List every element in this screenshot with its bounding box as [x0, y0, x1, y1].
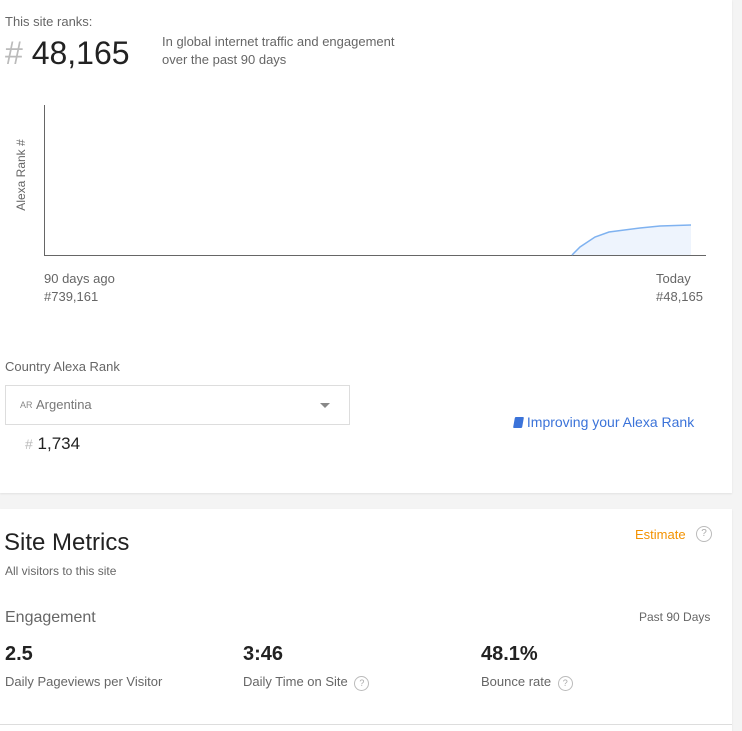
rank-chart — [44, 105, 706, 256]
site-metrics-title: Site Metrics — [4, 529, 130, 556]
rank-line — [571, 224, 692, 256]
hash-symbol: # — [25, 436, 33, 452]
country-rank-label: Country Alexa Rank — [5, 359, 120, 374]
period-label: Past 90 Days — [639, 610, 711, 624]
country-code: AR — [20, 400, 33, 410]
chevron-down-icon — [320, 403, 330, 408]
start-rank: #739,161 — [44, 289, 99, 304]
rank-area — [572, 225, 691, 255]
rank-description-line1: In global internet traffic and engagemen… — [162, 34, 395, 49]
global-rank-card: This site ranks: # 48,165 In global inte… — [0, 0, 732, 493]
end-label: Today — [656, 271, 691, 286]
rank-description: In global internet traffic and engagemen… — [162, 33, 394, 69]
improve-rank-link-text: Improving your Alexa Rank — [526, 414, 695, 430]
pageviews-value: 2.5 — [5, 643, 33, 665]
site-metrics-subtitle: All visitors to this site — [5, 564, 117, 578]
rank-label: This site ranks: — [5, 14, 93, 29]
book-icon — [513, 417, 524, 428]
bounce-rate-label: Bounce rate — [481, 674, 552, 689]
engagement-heading: Engagement — [5, 609, 96, 626]
country-rank-value: 1,734 — [37, 434, 81, 453]
estimate-label: Estimate — [635, 527, 686, 542]
time-on-site-label: Daily Time on Site — [243, 674, 348, 689]
help-icon[interactable]: ? — [557, 676, 573, 691]
help-icon[interactable]: ? — [696, 526, 712, 542]
divider — [0, 724, 732, 725]
country-select[interactable]: AR Argentina — [5, 385, 350, 425]
rank-description-line2: over the past 90 days — [162, 52, 287, 67]
time-on-site-value: 3:46 — [243, 643, 284, 665]
help-icon[interactable]: ? — [354, 676, 370, 691]
site-metrics-card: Site Metrics All visitors to this site E… — [0, 509, 732, 731]
hash-symbol: # — [5, 35, 23, 71]
end-rank: #48,165 — [656, 289, 703, 304]
country-name: Argentina — [36, 397, 92, 412]
pageviews-label: Daily Pageviews per Visitor — [5, 674, 163, 689]
start-label: 90 days ago — [44, 271, 115, 286]
improve-rank-link[interactable]: Improving your Alexa Rank — [513, 414, 695, 430]
global-rank-value: 48,165 — [31, 35, 130, 71]
bounce-rate-value: 48.1% — [481, 643, 538, 665]
